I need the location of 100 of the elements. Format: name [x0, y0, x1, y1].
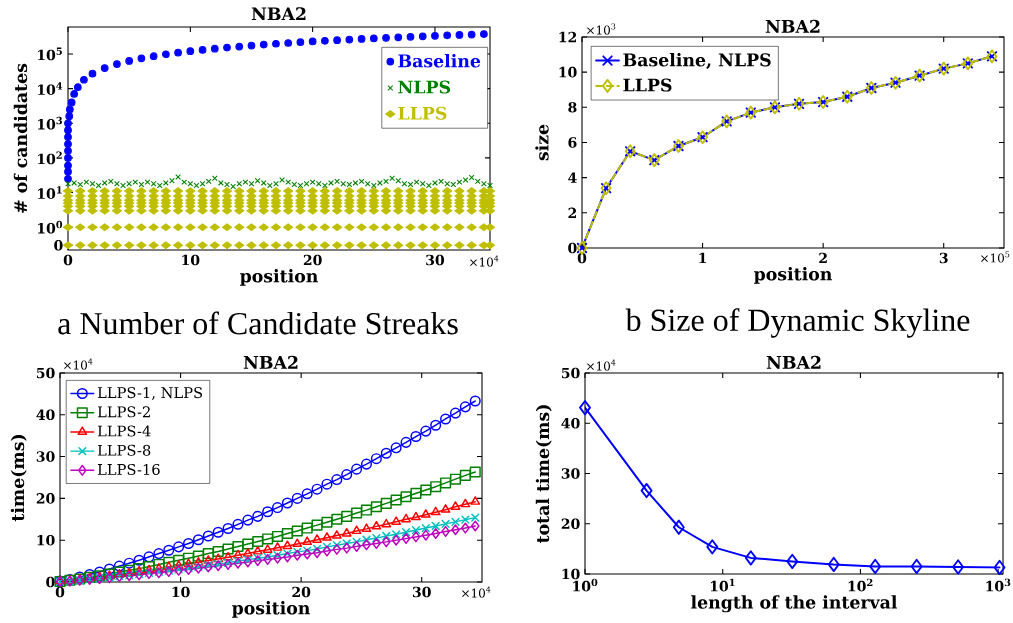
y-tick-label: 10: [37, 534, 55, 546]
y-tick-label: 10: [562, 568, 580, 580]
y-tick-label: 20: [36, 493, 55, 504]
point: [341, 469, 353, 481]
point: [283, 549, 292, 558]
chart-title: NBA2: [765, 19, 820, 33]
point: [381, 536, 391, 548]
point: [460, 498, 471, 508]
text: ×10$^{4}$: [64, 358, 93, 370]
point: [471, 513, 480, 522]
y-tick-label: 50: [36, 367, 55, 379]
y-tick-label: 0: [568, 242, 577, 254]
point: [67, 98, 76, 107]
legend-label: LLPS-1, NLPS: [97, 387, 203, 400]
point: [430, 506, 441, 516]
point: [443, 31, 452, 40]
point: [203, 555, 214, 564]
point: [351, 525, 362, 535]
x-tick-label: 10: [182, 254, 200, 266]
point: [345, 35, 354, 44]
x-axis-title: length of the interval: [691, 595, 898, 613]
point: [342, 542, 352, 554]
point: [64, 167, 72, 176]
point: [70, 90, 78, 98]
x-tick-label: 1: [699, 252, 707, 264]
point: [311, 483, 323, 495]
point: [282, 540, 293, 550]
point: [210, 44, 219, 53]
y-axis-title: total time(ms): [535, 405, 552, 544]
point: [308, 37, 317, 46]
point: [993, 559, 1006, 576]
point: [467, 30, 476, 39]
point: [401, 532, 411, 545]
point: [212, 526, 224, 538]
point: [262, 506, 274, 518]
point: [952, 559, 965, 575]
point: [461, 522, 470, 534]
point: [312, 534, 322, 543]
point: [73, 83, 82, 92]
point: [235, 42, 244, 51]
point: [331, 513, 343, 525]
point: [262, 533, 274, 545]
point: [391, 516, 402, 525]
point: [459, 469, 471, 481]
y-axis-title: time(ms): [10, 434, 27, 522]
point: [232, 540, 244, 552]
point: [370, 501, 382, 513]
point: [341, 510, 353, 522]
point: [382, 531, 391, 541]
point: [449, 473, 462, 485]
y-tick-label: 6: [568, 137, 577, 148]
point: [233, 549, 243, 559]
point: [382, 33, 390, 42]
x-axis-title: position: [240, 269, 319, 286]
text: ×10$^{4}$: [470, 255, 499, 267]
point: [411, 526, 421, 535]
point: [202, 530, 214, 542]
point: [869, 558, 882, 575]
point: [400, 436, 412, 448]
point: [360, 458, 373, 470]
legend-label: LLPS-2: [97, 406, 150, 418]
point: [380, 497, 392, 509]
point: [232, 518, 244, 530]
point: [441, 525, 450, 537]
y-tick-label: 0: [54, 240, 63, 251]
point: [262, 544, 273, 553]
text: ×10$^{3}$: [587, 23, 616, 35]
point: [418, 32, 427, 41]
point: [296, 38, 305, 47]
point: [431, 527, 441, 540]
legend-label: LLPS-4: [97, 425, 151, 437]
point: [372, 533, 381, 543]
x-axis-title: position: [232, 601, 311, 618]
text: a Number of Candidate Streaks: [58, 311, 458, 335]
point: [153, 558, 165, 570]
point: [351, 463, 363, 475]
point: [450, 501, 461, 510]
point: [186, 47, 195, 56]
point: [212, 545, 224, 558]
point: [371, 520, 382, 530]
point: [192, 550, 204, 562]
point: [470, 496, 481, 505]
y-tick-label: 10$^{4}$: [38, 82, 63, 95]
point: [64, 126, 72, 135]
point: [361, 523, 372, 533]
point: [410, 430, 422, 443]
point: [362, 535, 371, 544]
point: [283, 551, 292, 563]
point: [440, 504, 451, 513]
point: [357, 35, 366, 43]
point: [252, 510, 264, 522]
point: [430, 419, 442, 431]
point: [183, 558, 194, 568]
point: [182, 537, 195, 550]
point: [440, 477, 452, 489]
point: [333, 36, 341, 45]
text: ×10$^{5}$: [981, 251, 1010, 263]
point: [400, 491, 412, 503]
legend-label: LLPS: [398, 106, 447, 120]
point: [362, 539, 371, 551]
